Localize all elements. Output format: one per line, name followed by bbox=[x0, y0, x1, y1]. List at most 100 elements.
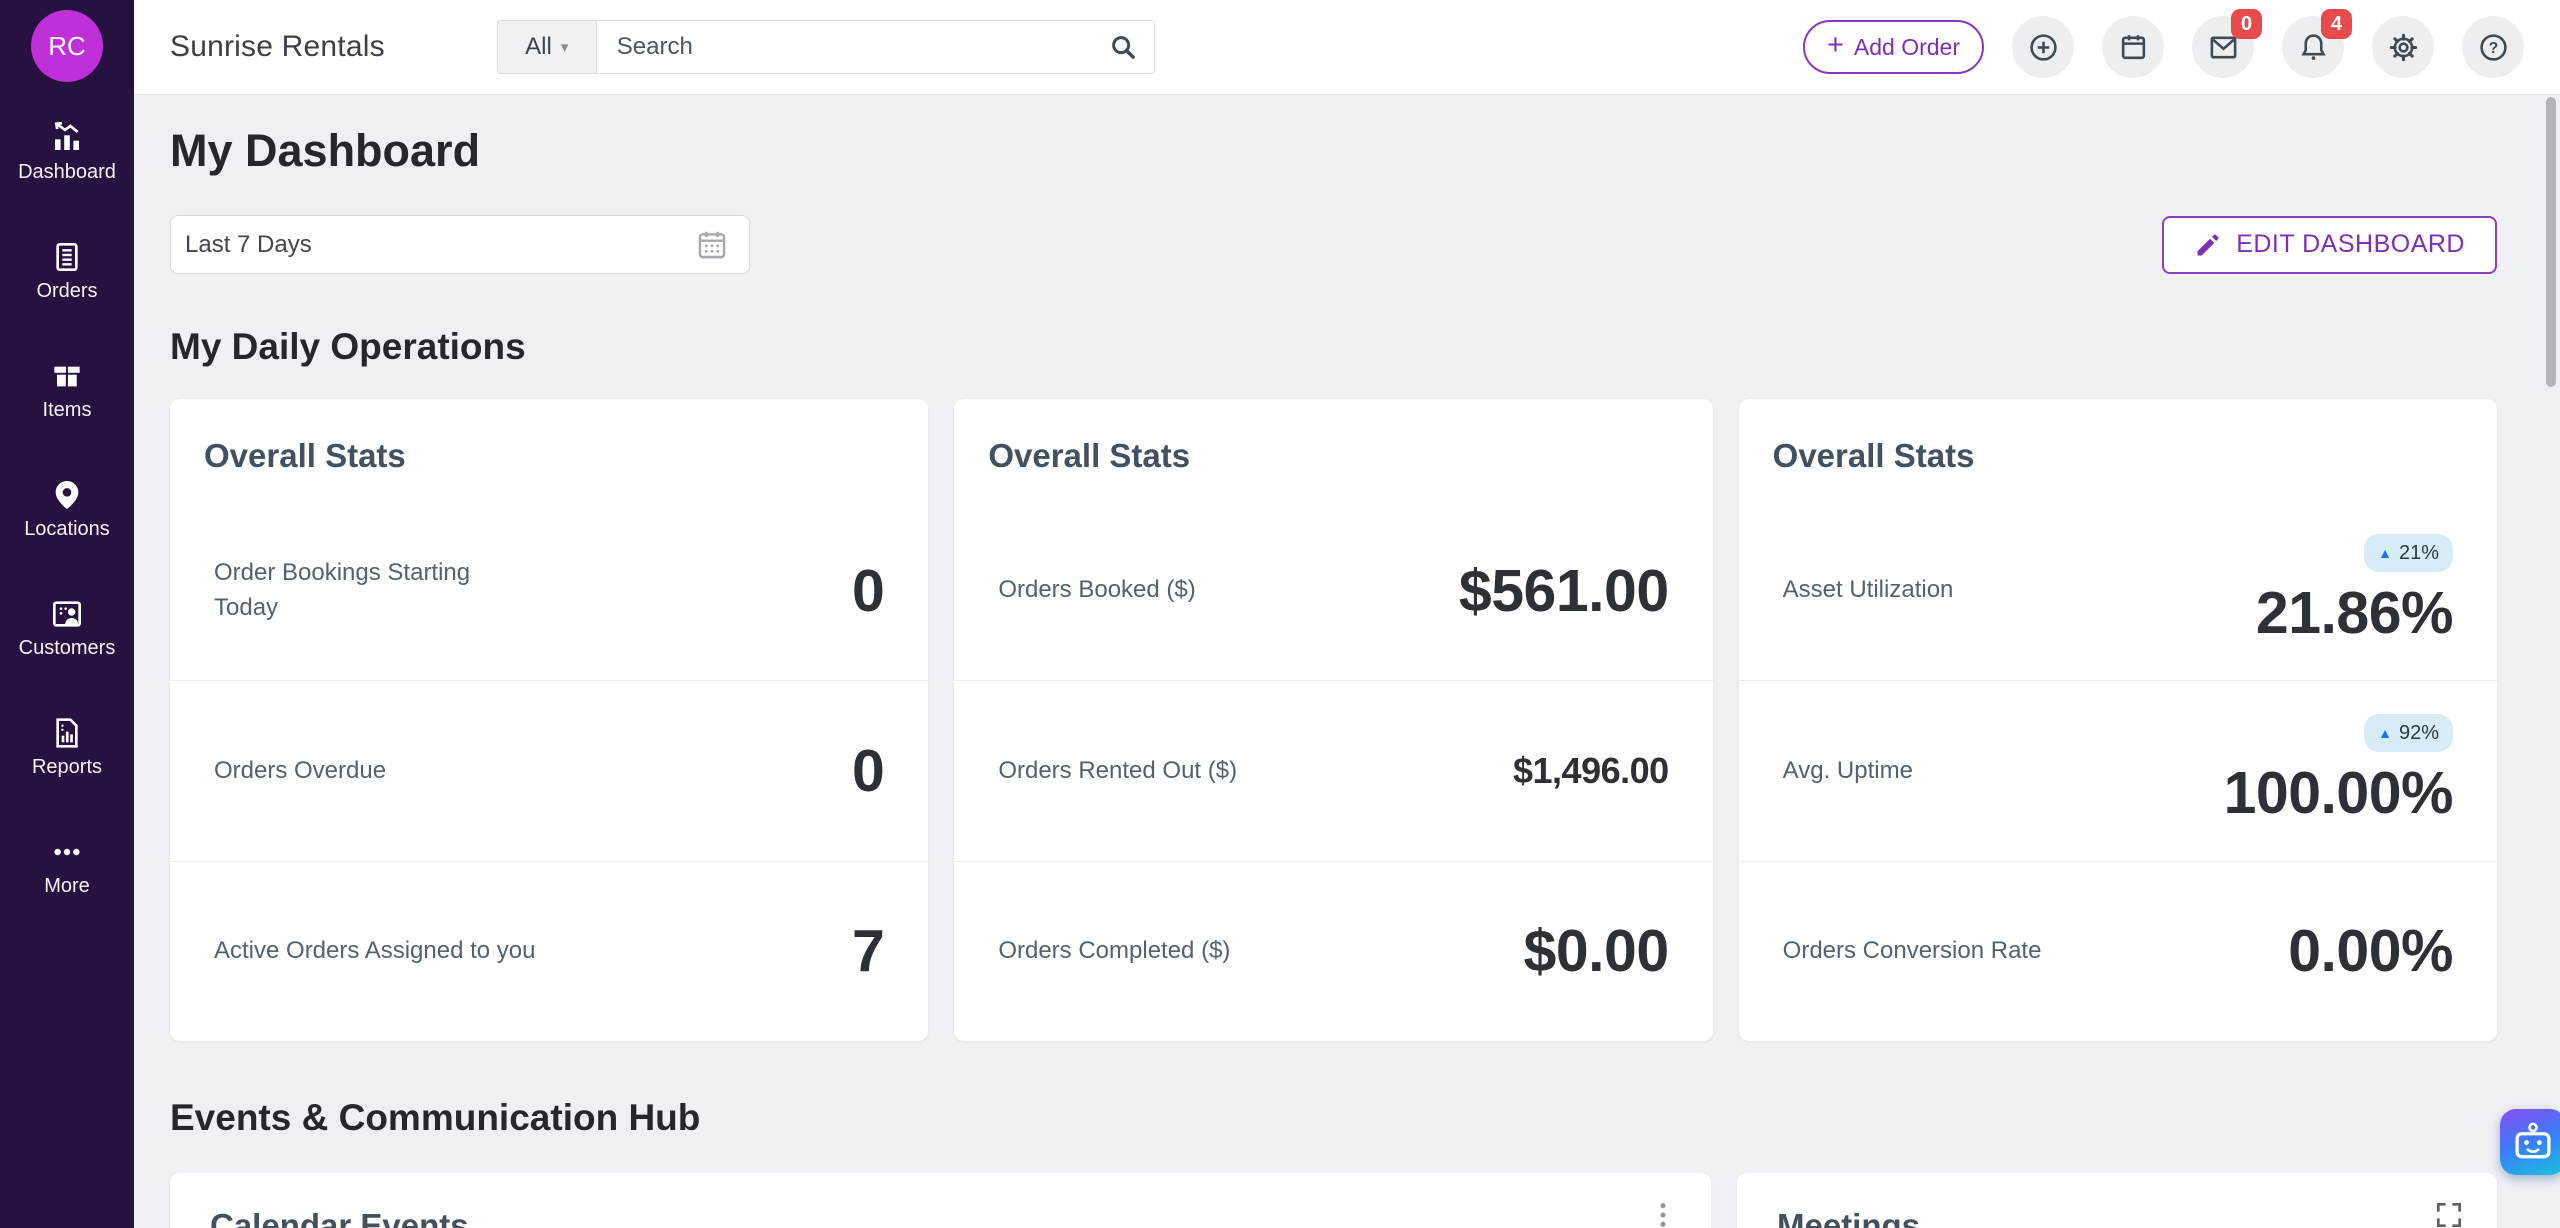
settings-button[interactable] bbox=[2372, 16, 2434, 78]
sidebar-item-locations[interactable]: Locations bbox=[0, 479, 134, 541]
page-title: My Dashboard bbox=[170, 125, 481, 176]
bell-icon bbox=[2300, 33, 2326, 60]
topbar-actions: + Add Order 0 4 ? bbox=[1802, 9, 2524, 78]
events-cards-row: Calendar Events Meetings bbox=[170, 1173, 2497, 1228]
sidebar-item-label: More bbox=[44, 875, 90, 897]
trend-up-icon: ▲ bbox=[2378, 725, 2392, 742]
help-button[interactable]: ? bbox=[2462, 16, 2524, 78]
calendar-icon bbox=[2121, 34, 2145, 59]
card-title: Overall Stats bbox=[204, 437, 406, 474]
sidebar-item-reports[interactable]: Reports bbox=[0, 717, 134, 779]
trend-badge-value: 92% bbox=[2398, 721, 2439, 744]
trend-badge-value: 21% bbox=[2398, 541, 2439, 564]
section-title-daily-operations: My Daily Operations bbox=[170, 326, 526, 367]
stat-value: 0.00% bbox=[2288, 918, 2453, 985]
sidebar-item-more[interactable]: More bbox=[0, 836, 134, 898]
section-title-events-hub: Events & Communication Hub bbox=[170, 1097, 701, 1138]
stat-cards-row: Overall Stats Order Bookings Starting To… bbox=[170, 399, 2497, 1041]
reports-icon bbox=[51, 717, 83, 749]
main-content: My Dashboard Last 7 Days EDIT DASHBOARD … bbox=[134, 95, 2560, 1228]
stat-row: Orders Completed ($) $0.00 bbox=[954, 860, 1713, 1041]
more-icon bbox=[51, 836, 83, 868]
stat-label: Active Orders Assigned to you bbox=[214, 936, 536, 964]
topbar: Sunrise Rentals All ▾ + Add Order 0 4 bbox=[134, 0, 2560, 95]
sidebar-item-customers[interactable]: Customers bbox=[0, 598, 134, 660]
date-range-picker[interactable]: Last 7 Days bbox=[170, 215, 750, 274]
pencil-icon bbox=[2197, 233, 2219, 255]
sidebar-item-label: Dashboard bbox=[18, 161, 116, 183]
stat-rows: Order Bookings Starting Today 0 Orders O… bbox=[170, 501, 929, 1041]
orders-icon bbox=[51, 241, 83, 273]
plus-icon: + bbox=[1826, 29, 1844, 61]
sidebar-item-label: Orders bbox=[36, 280, 98, 302]
sidebar: RC Dashboard Orders Items Locations bbox=[0, 0, 134, 1228]
trend-up-icon: ▲ bbox=[2378, 545, 2392, 562]
messages-button[interactable]: 0 bbox=[2192, 9, 2262, 78]
scrollbar[interactable] bbox=[2546, 97, 2556, 387]
stat-rows: Asset Utilization ▲ 21% 21.86% Avg. Uptim… bbox=[1738, 501, 2497, 1041]
search-input[interactable] bbox=[596, 21, 1108, 73]
overall-stats-card-3: Overall Stats Asset Utilization ▲ 21% 21.… bbox=[1738, 399, 2497, 1041]
expand-icon[interactable] bbox=[2433, 1199, 2465, 1228]
stat-label: Avg. Uptime bbox=[1782, 756, 1913, 784]
stat-row: Orders Conversion Rate 0.00% bbox=[1738, 860, 2497, 1041]
sidebar-item-label: Customers bbox=[18, 637, 116, 659]
stat-rows: Orders Booked ($) $561.00 Orders Rented … bbox=[954, 501, 1713, 1041]
add-order-button[interactable]: + Add Order bbox=[1802, 20, 1984, 74]
stat-row: Asset Utilization ▲ 21% 21.86% bbox=[1739, 501, 2497, 680]
help-icon: ? bbox=[2479, 33, 2507, 61]
card-title: Calendar Events bbox=[210, 1207, 469, 1228]
stat-value: $561.00 bbox=[1458, 557, 1669, 624]
locations-icon bbox=[51, 479, 83, 511]
notifications-badge: 4 bbox=[2321, 9, 2352, 39]
card-title: Overall Stats bbox=[1772, 437, 1975, 474]
dashboard-icon bbox=[51, 122, 83, 154]
add-order-label: Add Order bbox=[1853, 33, 1960, 60]
edit-dashboard-button[interactable]: EDIT DASHBOARD bbox=[2162, 215, 2497, 274]
overall-stats-card-2: Overall Stats Orders Booked ($) $561.00 … bbox=[954, 399, 1713, 1041]
stat-label: Order Bookings Starting Today bbox=[214, 558, 471, 621]
stat-value-group: ▲ 21% 21.86% bbox=[2256, 534, 2453, 647]
sidebar-item-items[interactable]: Items bbox=[0, 360, 134, 422]
calendar-icon bbox=[698, 231, 726, 258]
app-title: Sunrise Rentals bbox=[170, 30, 385, 63]
chat-widget-button[interactable] bbox=[2500, 1109, 2560, 1175]
plus-circle-icon bbox=[2029, 33, 2057, 61]
items-icon bbox=[51, 360, 83, 392]
stat-label: Orders Conversion Rate bbox=[1782, 936, 2042, 964]
robot-icon bbox=[2515, 1122, 2551, 1159]
calendar-button[interactable] bbox=[2102, 16, 2164, 78]
stat-row: Orders Booked ($) $561.00 bbox=[954, 501, 1712, 680]
sidebar-nav: Dashboard Orders Items Locations Custome bbox=[0, 122, 134, 898]
sidebar-item-orders[interactable]: Orders bbox=[0, 241, 134, 303]
trend-badge: ▲ 92% bbox=[2364, 714, 2453, 753]
quick-add-button[interactable] bbox=[2012, 16, 2074, 78]
mail-icon bbox=[2210, 36, 2236, 58]
sidebar-item-dashboard[interactable]: Dashboard bbox=[0, 122, 134, 184]
search-bar: All ▾ bbox=[496, 20, 1155, 74]
search-filter-value: All bbox=[525, 33, 552, 60]
avatar[interactable]: RC bbox=[31, 10, 103, 82]
stat-value: 100.00% bbox=[2223, 760, 2454, 827]
stat-value-group: ▲ 92% 100.00% bbox=[2224, 714, 2453, 827]
stat-row: Avg. Uptime ▲ 92% 100.00% bbox=[1738, 680, 2497, 860]
messages-badge: 0 bbox=[2231, 9, 2262, 39]
card-title: Meetings bbox=[1777, 1207, 1921, 1228]
stat-row: Active Orders Assigned to you 7 bbox=[170, 860, 929, 1041]
stat-value: 7 bbox=[852, 918, 885, 985]
sidebar-item-label: Locations bbox=[24, 518, 110, 540]
stat-label: Asset Utilization bbox=[1782, 576, 1954, 604]
customers-icon bbox=[51, 598, 83, 630]
stat-label: Orders Completed ($) bbox=[998, 936, 1231, 964]
stat-value: 0 bbox=[852, 557, 885, 624]
sidebar-item-label: Reports bbox=[31, 756, 103, 778]
calendar-events-card: Calendar Events bbox=[170, 1173, 1711, 1228]
kebab-menu-icon[interactable] bbox=[1647, 1199, 1679, 1228]
search-icon[interactable] bbox=[1108, 32, 1138, 62]
edit-dashboard-label: EDIT DASHBOARD bbox=[2236, 230, 2465, 258]
stat-row: Orders Rented Out ($) $1,496.00 bbox=[954, 680, 1713, 860]
meetings-card: Meetings bbox=[1737, 1173, 2497, 1228]
stat-row: Order Bookings Starting Today 0 bbox=[170, 501, 928, 680]
search-filter-dropdown[interactable]: All ▾ bbox=[497, 21, 597, 73]
notifications-button[interactable]: 4 bbox=[2282, 9, 2352, 78]
